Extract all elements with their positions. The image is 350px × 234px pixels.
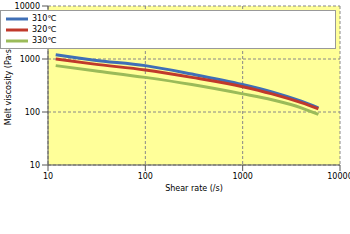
svg-text:100: 100 — [25, 108, 40, 117]
svg-text:Melt viscosity (Pa·s): Melt viscosity (Pa·s) — [8, 46, 13, 125]
html-text:310℃: 310℃ — [32, 14, 57, 23]
svg-text:10: 10 — [30, 161, 40, 170]
svg-text:10000: 10000 — [15, 2, 40, 11]
html-text:320℃: 320℃ — [32, 25, 57, 34]
svg-text:10: 10 — [43, 172, 53, 181]
svg-text:100: 100 — [138, 172, 153, 181]
svg-text:Shear rate (/s): Shear rate (/s) — [165, 184, 223, 193]
svg-text:10000: 10000 — [327, 172, 342, 181]
svg-text:1000: 1000 — [20, 55, 40, 64]
svg-text:1000: 1000 — [232, 172, 252, 181]
html-text:330℃: 330℃ — [32, 36, 57, 45]
